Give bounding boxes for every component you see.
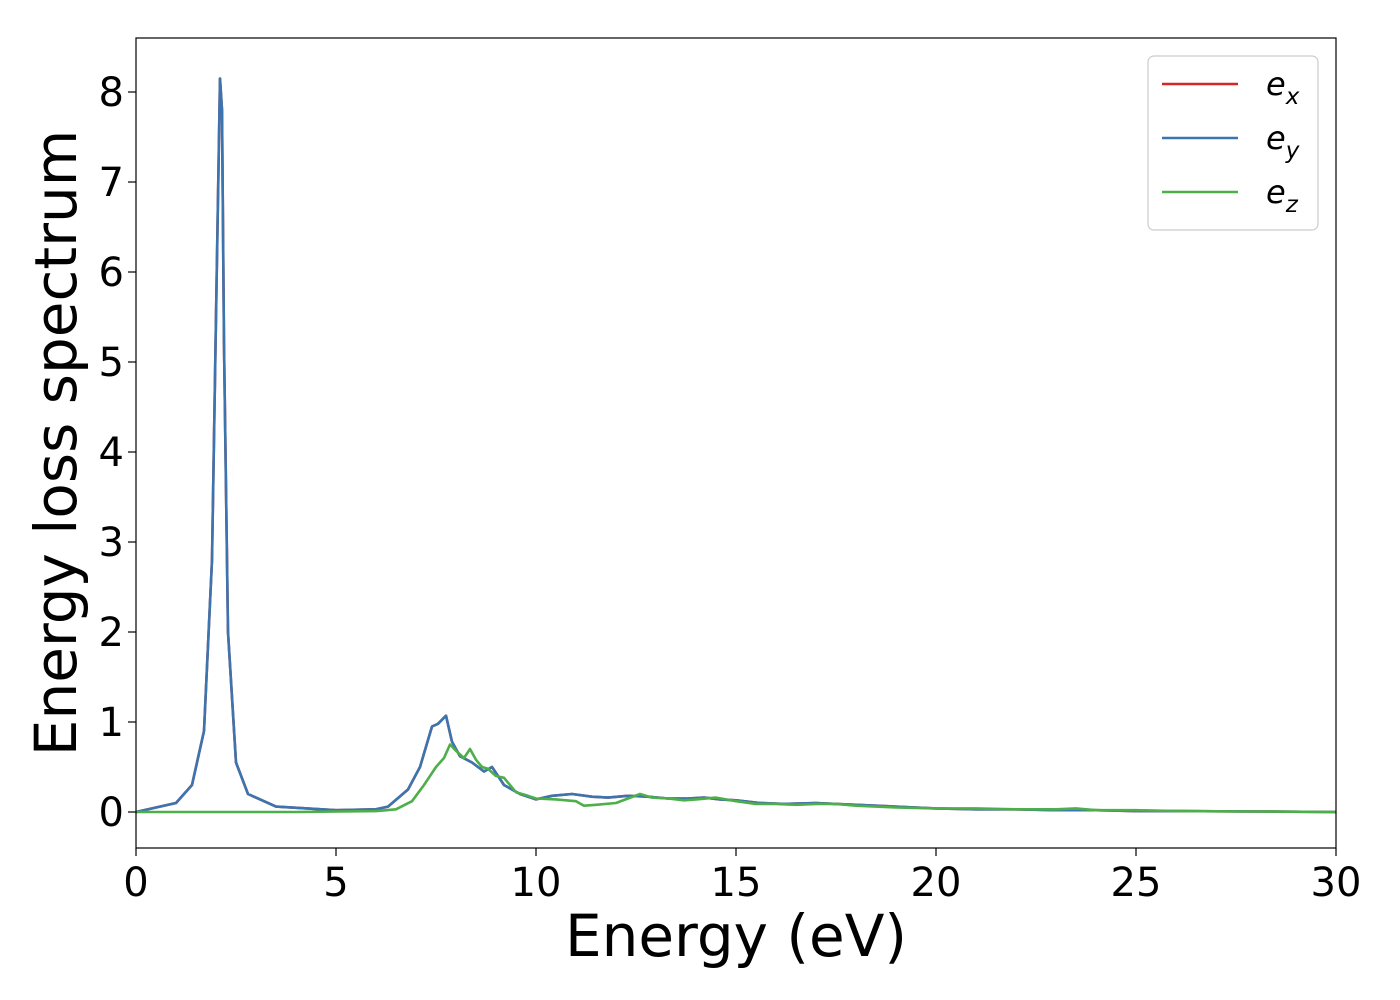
x-tick-label: 20 [911,860,962,906]
series-line-z [136,743,1337,814]
y-tick-label: 8 [99,70,124,116]
x-tick-label: 10 [511,860,562,906]
legend: ex ey ez [1147,55,1319,231]
x-axis: 0 5 10 15 20 25 30 [123,848,1361,906]
x-tick-label: 5 [323,860,348,906]
x-axis-title: Energy (eV) [565,902,907,970]
legend-label-z: ez [1266,173,1299,218]
x-tick-label: 25 [1111,860,1162,906]
x-tick-label: 30 [1311,860,1362,906]
y-tick-label: 2 [99,610,124,656]
y-tick-label: 1 [99,700,124,746]
y-tick-label: 5 [99,340,124,386]
series-layer [135,77,1337,814]
y-tick-label: 6 [99,250,124,296]
y-tick-label: 3 [99,520,124,566]
x-tick-label: 0 [123,860,148,906]
legend-label-x: ex [1266,65,1300,110]
y-axis-title: Energy loss spectrum [22,130,90,756]
legend-label-y: ey [1266,119,1300,164]
x-tick-label: 15 [711,860,762,906]
y-axis: 0 1 2 3 4 5 6 7 8 [99,70,136,836]
legend-box [1147,55,1319,231]
y-tick-label: 4 [99,430,124,476]
y-tick-label: 7 [99,160,124,206]
y-tick-label: 0 [99,790,124,836]
plot-background [136,38,1336,848]
